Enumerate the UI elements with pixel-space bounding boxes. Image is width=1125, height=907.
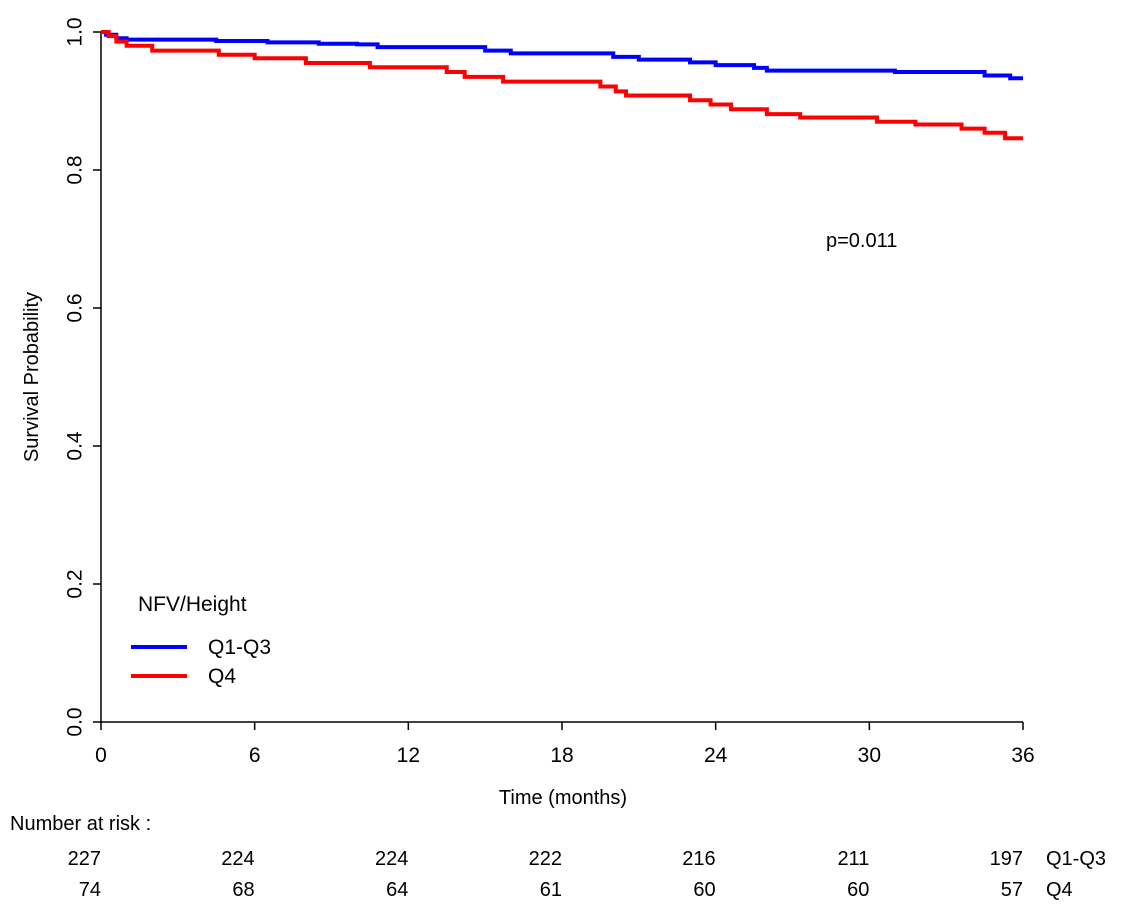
x-tick-label: 30	[858, 744, 881, 767]
legend: NFV/Height Q1-Q3 Q4	[131, 593, 271, 688]
risk-row-label: Q4	[1046, 879, 1073, 901]
risk-value: 222	[529, 848, 562, 870]
risk-value: 216	[682, 848, 715, 870]
y-tick-label: 1.0	[63, 17, 86, 46]
risk-table: Number at risk : 227 224 224 222 216 211 197 Q1…	[10, 813, 1106, 901]
survival-curves	[101, 30, 1023, 141]
risk-value: 60	[693, 879, 715, 901]
risk-value: 74	[79, 879, 101, 901]
risk-value: 224	[221, 848, 254, 870]
x-tick-label: 12	[397, 744, 420, 767]
risk-value: 68	[232, 879, 254, 901]
p-value-annotation: p=0.011	[826, 230, 897, 252]
axes-group: 0.0 0.2 0.4 0.6 0.8 1.0 0 6 12 18 24 30 36	[63, 17, 1034, 767]
risk-value: 224	[375, 848, 408, 870]
risk-row-label: Q1-Q3	[1046, 848, 1106, 870]
y-tick-label: 0.0	[63, 707, 86, 736]
y-tick-label: 0.4	[63, 431, 86, 461]
x-tick-label: 0	[95, 744, 107, 767]
x-axis-title: Time (months)	[499, 787, 627, 809]
y-axis-title: Survival Probability	[21, 292, 43, 462]
y-tick-label: 0.8	[63, 155, 86, 184]
series-line-q4	[101, 30, 1023, 141]
legend-title: NFV/Height	[138, 593, 247, 616]
legend-label-2: Q4	[208, 665, 236, 688]
risk-value: 60	[847, 879, 869, 901]
risk-table-title: Number at risk :	[10, 813, 151, 835]
x-tick-label: 6	[249, 744, 261, 767]
x-tick-label: 18	[550, 744, 573, 767]
y-tick-label: 0.2	[63, 569, 86, 598]
risk-value: 197	[990, 848, 1023, 870]
risk-value: 211	[837, 848, 869, 870]
x-tick-label: 24	[704, 744, 728, 767]
risk-value: 57	[1001, 879, 1023, 901]
x-tick-label: 36	[1011, 744, 1034, 767]
y-tick-label: 0.6	[63, 293, 86, 322]
risk-value: 227	[68, 848, 101, 870]
risk-value: 64	[386, 879, 408, 901]
risk-value: 61	[540, 879, 562, 901]
series-line-q1-q3	[101, 30, 1023, 81]
legend-label-1: Q1-Q3	[208, 636, 271, 659]
